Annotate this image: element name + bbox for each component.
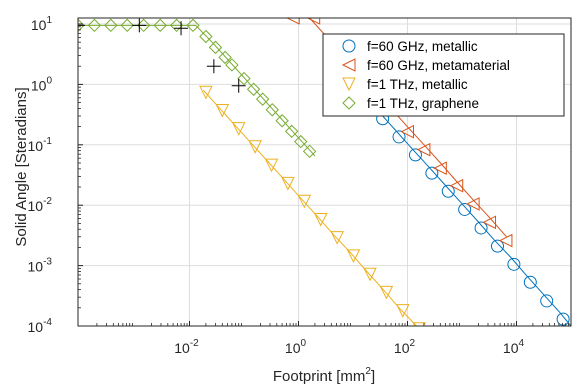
cross-marker <box>78 18 85 33</box>
series-1-marker <box>416 142 431 157</box>
series-2-marker <box>395 304 410 318</box>
series-line-2 <box>203 89 418 326</box>
x-tick-label: 10-2 <box>174 338 199 356</box>
legend-label-1: f=60 GHz, metamaterial <box>367 58 510 73</box>
series-0-marker <box>507 257 521 271</box>
series-1-marker <box>466 197 480 211</box>
legend-box <box>322 33 565 117</box>
series-3-marker <box>78 18 85 33</box>
series-0-marker <box>392 130 406 144</box>
legend-marker-1 <box>341 58 356 72</box>
series-layer <box>78 18 571 350</box>
series-2-marker <box>215 103 230 118</box>
series-line-0 <box>378 111 571 326</box>
legend-marker-0 <box>342 39 356 53</box>
series-2-marker <box>313 212 328 227</box>
series-0-marker <box>523 275 537 289</box>
series-0-marker <box>474 221 488 235</box>
y-tick-label: 10-2 <box>28 196 53 214</box>
series-2-marker <box>330 231 344 245</box>
series-3-marker <box>225 58 239 72</box>
series-3-marker <box>120 18 134 33</box>
legend-label-3: f=1 THz, graphene <box>367 96 479 111</box>
series-0-marker <box>490 239 504 253</box>
series-2-marker <box>248 140 262 154</box>
series-3-marker <box>265 103 279 117</box>
series-1-marker <box>449 178 464 193</box>
series-2-marker <box>427 338 439 350</box>
series-3-marker <box>186 18 200 33</box>
axis-ticks: 10-2 100 102 104 101 100 10-1 10-2 10-3 10-4 <box>28 15 569 356</box>
series-3-marker <box>302 144 317 159</box>
cross-marker <box>231 78 246 93</box>
series-2-marker <box>264 158 279 173</box>
series-1-marker <box>433 161 447 175</box>
series-3-marker <box>246 82 261 96</box>
series-3-marker <box>218 50 232 65</box>
series-2-marker <box>281 176 295 191</box>
cross-marker <box>206 59 221 74</box>
y-tick-label: 10-1 <box>28 136 53 154</box>
y-tick-label: 101 <box>31 15 53 33</box>
y-tick-label: 10-3 <box>28 257 53 275</box>
y-axis-label: Solid Angle [Steradians] <box>13 87 30 246</box>
legend: f=60 GHz, metallic f=60 GHz, metamaterial… <box>322 33 565 117</box>
series-0-marker <box>540 294 554 308</box>
series-3-marker <box>104 18 118 33</box>
series-3-marker <box>87 18 102 33</box>
series-2-marker <box>199 85 213 100</box>
x-tick-label: 100 <box>285 338 307 356</box>
series-1-marker <box>498 233 513 248</box>
series-3-marker <box>199 29 213 44</box>
series-1-marker <box>482 215 497 230</box>
series-3-marker <box>255 92 270 106</box>
series-2-marker <box>346 249 361 263</box>
series-0-marker <box>408 148 422 162</box>
series-3-marker <box>237 71 251 86</box>
series-clip-group <box>78 18 571 350</box>
series-3-marker <box>208 40 223 55</box>
cross-marker <box>132 18 147 33</box>
series-0-marker <box>556 312 570 326</box>
legend-marker-3 <box>342 96 356 110</box>
series-2-marker <box>379 285 394 300</box>
series-2-marker <box>412 322 427 326</box>
series-2-marker <box>231 122 246 136</box>
series-2-marker <box>363 267 377 282</box>
series-3-marker <box>294 134 308 149</box>
series-0-marker <box>441 184 455 198</box>
legend-label-0: f=60 GHz, metallic <box>367 39 478 54</box>
x-tick-label: 104 <box>503 338 525 356</box>
series-0-marker <box>458 202 472 216</box>
series-0-marker <box>425 166 439 180</box>
series-3-marker <box>153 18 167 33</box>
x-tick-label: 102 <box>394 338 416 356</box>
series-3-marker <box>275 114 289 128</box>
series-3-marker <box>284 124 299 139</box>
series-1-marker <box>306 18 321 25</box>
series-line-3 <box>78 24 316 157</box>
y-tick-label: 10-4 <box>28 317 53 335</box>
series-2-marker <box>297 194 312 209</box>
cross-marker <box>174 21 189 36</box>
y-tick-label: 100 <box>31 75 53 93</box>
legend-label-2: f=1 THz, metallic <box>367 77 468 92</box>
series-1-marker <box>286 18 300 25</box>
x-axis-label: Footprint [mm2] <box>273 366 375 385</box>
series-1-marker <box>400 124 414 139</box>
legend-marker-2 <box>342 77 356 92</box>
